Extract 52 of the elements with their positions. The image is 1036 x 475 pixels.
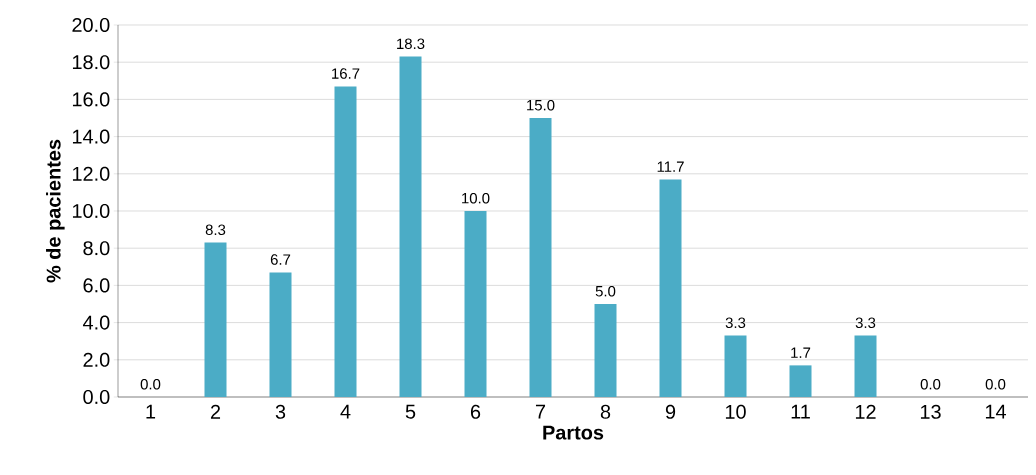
data-label: 11.7 <box>657 161 684 172</box>
x-tick-label: 5 <box>405 404 416 419</box>
data-label: 15.0 <box>527 99 555 111</box>
data-label: 6.7 <box>270 254 291 265</box>
bar <box>724 335 747 397</box>
y-tick-label: 6.0 <box>83 278 110 293</box>
data-label: 18.3 <box>397 38 425 50</box>
bar <box>854 335 877 397</box>
x-tick-label: 10 <box>725 404 746 419</box>
x-tick-label: 7 <box>535 404 546 419</box>
x-tick-label: 3 <box>275 404 286 419</box>
data-label: 0.0 <box>920 378 941 390</box>
x-tick-label: 9 <box>665 404 676 419</box>
y-axis-title: % de pacientes <box>46 139 65 283</box>
bar <box>594 304 617 397</box>
y-tick-label: 10.0 <box>72 203 110 219</box>
data-label: 5.0 <box>595 285 616 297</box>
x-axis-title: Partos <box>543 425 604 440</box>
bar <box>659 179 682 397</box>
x-tick-label: 4 <box>340 404 351 419</box>
bar <box>789 365 812 397</box>
x-tick-label: 14 <box>985 404 1007 419</box>
x-tick-label: 2 <box>210 404 221 419</box>
y-tick-label: 0.0 <box>83 389 110 405</box>
data-label: 0.0 <box>985 378 1006 390</box>
y-tick-label: 12.0 <box>72 166 110 181</box>
bar <box>334 86 357 397</box>
data-label: 3.3 <box>855 317 876 329</box>
y-tick-label: 2.0 <box>83 352 110 367</box>
bar <box>529 118 552 397</box>
data-label: 3.3 <box>725 317 746 329</box>
data-label: 8.3 <box>205 224 226 236</box>
x-tick-label: 6 <box>470 404 481 419</box>
data-label: 1.7 <box>791 347 811 358</box>
y-tick-label: 4.0 <box>82 315 110 330</box>
bar <box>464 211 487 397</box>
y-tick-label: 8.0 <box>83 241 110 256</box>
y-tick-label: 14.0 <box>72 129 110 144</box>
bar <box>269 272 292 397</box>
data-label: 10.0 <box>462 192 490 204</box>
x-tick-label: 11 <box>791 404 810 419</box>
y-tick-label: 18.0 <box>72 55 110 70</box>
x-tick-label: 8 <box>600 404 611 419</box>
y-tick-label: 16.0 <box>72 92 110 107</box>
bar <box>399 56 422 397</box>
data-label: 16.7 <box>332 68 360 79</box>
bar <box>204 242 227 397</box>
y-tick-label: 20.0 <box>72 17 110 33</box>
x-tick-label: 12 <box>855 404 876 419</box>
x-tick-label: 13 <box>920 404 941 419</box>
x-tick-label: 1 <box>146 404 156 419</box>
data-label: 0.0 <box>140 378 161 390</box>
